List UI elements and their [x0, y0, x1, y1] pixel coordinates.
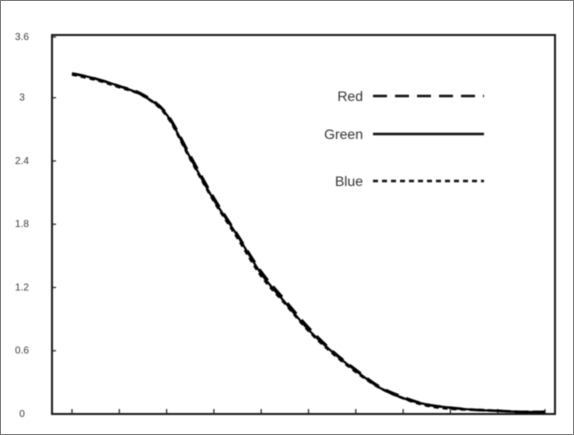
y-tick-label: 2.4: [15, 156, 29, 167]
series-layer: [71, 72, 546, 414]
legend: Red Green Blue: [324, 88, 484, 189]
y-tick-label: 1.2: [15, 282, 29, 293]
series-green-line: [71, 72, 546, 414]
y-axis: 0 0.6 1.2 1.8 2.4 3 3.6: [15, 32, 56, 420]
y-tick-label: 3: [19, 93, 25, 104]
legend-label-blue: Blue: [335, 173, 363, 189]
legend-label-red: Red: [337, 88, 363, 104]
plot-border: [51, 34, 556, 415]
series-red-line: [71, 72, 546, 414]
legend-label-green: Green: [324, 126, 363, 142]
y-tick-label: 1.8: [15, 219, 29, 230]
y-tick-label: 0.6: [15, 346, 29, 357]
y-tick-label: 0: [19, 409, 25, 420]
plot-area: [51, 34, 556, 415]
series-blue-line: [71, 73, 546, 414]
y-tick-label: 3.6: [15, 32, 29, 43]
